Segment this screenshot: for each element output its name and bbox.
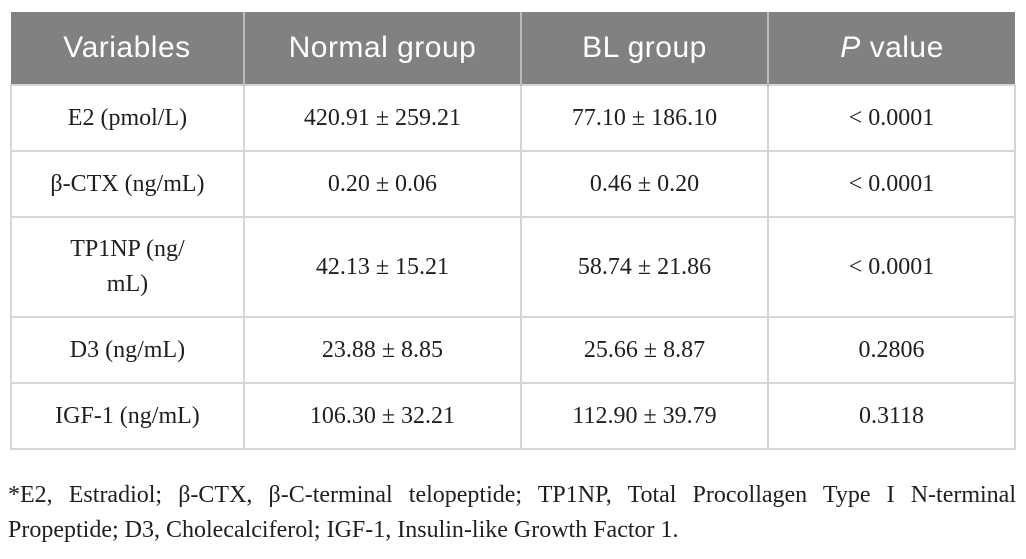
table-row: E2 (pmol/L) 420.91 ± 259.21 77.10 ± 186.…: [10, 84, 1017, 152]
variable-line-1: TP1NP (ng/: [70, 236, 185, 263]
cell-bl-group: 112.90 ± 39.79: [520, 382, 769, 450]
footnote-asterisk: *: [8, 482, 20, 508]
cell-p-value: 0.3118: [766, 382, 1017, 450]
table-row: β-CTX (ng/mL) 0.20 ± 0.06 0.46 ± 0.20 < …: [10, 150, 1017, 218]
cell-normal-group: 23.88 ± 8.85: [242, 316, 523, 384]
cell-normal-group: 106.30 ± 32.21: [242, 382, 523, 450]
table-row: IGF-1 (ng/mL) 106.30 ± 32.21 112.90 ± 39…: [10, 382, 1017, 450]
cell-variable: E2 (pmol/L): [10, 84, 245, 152]
cell-p-value: < 0.0001: [766, 84, 1017, 152]
cell-p-value: 0.2806: [766, 316, 1017, 384]
cell-bl-group: 58.74 ± 21.86: [520, 216, 769, 318]
cell-variable: IGF-1 (ng/mL): [10, 382, 245, 450]
cell-bl-group: 25.66 ± 8.87: [520, 316, 769, 384]
cell-variable: β-CTX (ng/mL): [10, 150, 245, 218]
table-row: TP1NP (ng/mL) 42.13 ± 15.21 58.74 ± 21.8…: [10, 216, 1017, 318]
p-value-rest: value: [869, 31, 944, 64]
header-cell-bl-group: BL group: [520, 12, 768, 85]
table-row: D3 (ng/mL) 23.88 ± 8.85 25.66 ± 8.87 0.2…: [10, 316, 1017, 384]
cell-normal-group: 42.13 ± 15.21: [242, 216, 523, 318]
cell-normal-group: 420.91 ± 259.21: [242, 84, 523, 152]
cell-bl-group: 0.46 ± 0.20: [520, 150, 769, 218]
cell-variable: D3 (ng/mL): [10, 316, 245, 384]
cell-bl-group: 77.10 ± 186.10: [520, 84, 769, 152]
header-cell-variables: Variables: [11, 12, 244, 85]
cell-p-value: < 0.0001: [766, 216, 1017, 318]
cell-variable: TP1NP (ng/mL): [10, 216, 245, 318]
table-footnote: *E2, Estradiol; β-CTX, β-C-terminal telo…: [8, 478, 1016, 548]
footnote-text: E2, Estradiol; β-CTX, β-C-terminal telop…: [8, 482, 1016, 543]
cell-p-value: < 0.0001: [766, 150, 1017, 218]
table-header-row: Variables Normal group BL group P value: [11, 12, 1015, 85]
header-cell-p-value: P value: [766, 12, 1015, 85]
p-value-italic-p: P: [840, 31, 861, 64]
variable-line-2: mL): [106, 271, 149, 297]
cell-normal-group: 0.20 ± 0.06: [242, 150, 523, 218]
header-cell-normal-group: Normal group: [242, 12, 522, 85]
results-table: Variables Normal group BL group P value …: [10, 12, 1017, 450]
